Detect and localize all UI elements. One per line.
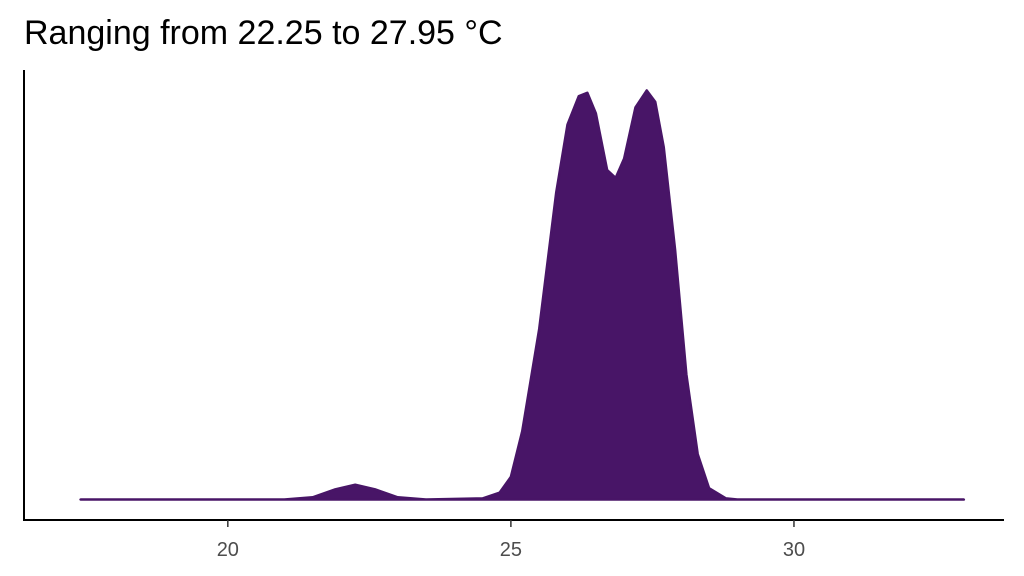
x-tick-label: 25 (500, 539, 522, 561)
x-tick-label: 30 (783, 539, 805, 561)
x-tick-label: 20 (217, 539, 239, 561)
chart-title: Ranging from 22.25 to 27.95 °C (24, 14, 503, 52)
density-area (79, 89, 966, 501)
